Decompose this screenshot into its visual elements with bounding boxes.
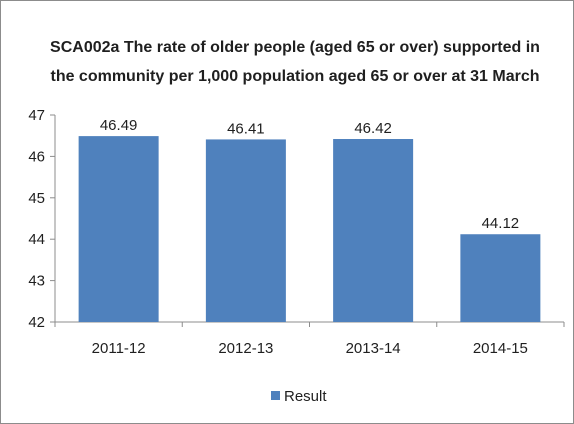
legend-label: Result: [284, 388, 327, 405]
y-tick-label: 44: [28, 231, 45, 248]
chart-title-line-2: the community per 1,000 population aged …: [50, 68, 539, 85]
x-tick-label: 2013-14: [346, 340, 401, 357]
legend-swatch: [271, 391, 280, 400]
y-tick-label: 43: [28, 273, 45, 290]
x-tick-label: 2014-15: [473, 340, 528, 357]
y-tick-label: 47: [28, 107, 45, 124]
data-label: 44.12: [482, 215, 520, 232]
data-label: 46.49: [100, 117, 138, 134]
bar: [78, 136, 159, 322]
y-tick-label: 45: [28, 190, 45, 207]
bar: [333, 139, 414, 322]
x-tick-label: 2011-12: [92, 340, 146, 357]
y-tick-label: 42: [28, 314, 45, 331]
x-tick-label: 2012-13: [218, 340, 273, 357]
bar: [205, 139, 286, 322]
plot-area: 42 43 44 45 46 47 46.49 2011-12 46.41 2012-13 46.4…: [28, 107, 565, 357]
legend: Result: [271, 388, 327, 405]
data-label: 46.42: [354, 120, 392, 137]
chart-title-line-1: SCA002a The rate of older people (aged 6…: [50, 39, 540, 56]
y-tick-label: 46: [28, 148, 45, 165]
bar: [460, 234, 541, 322]
data-label: 46.41: [227, 120, 265, 137]
